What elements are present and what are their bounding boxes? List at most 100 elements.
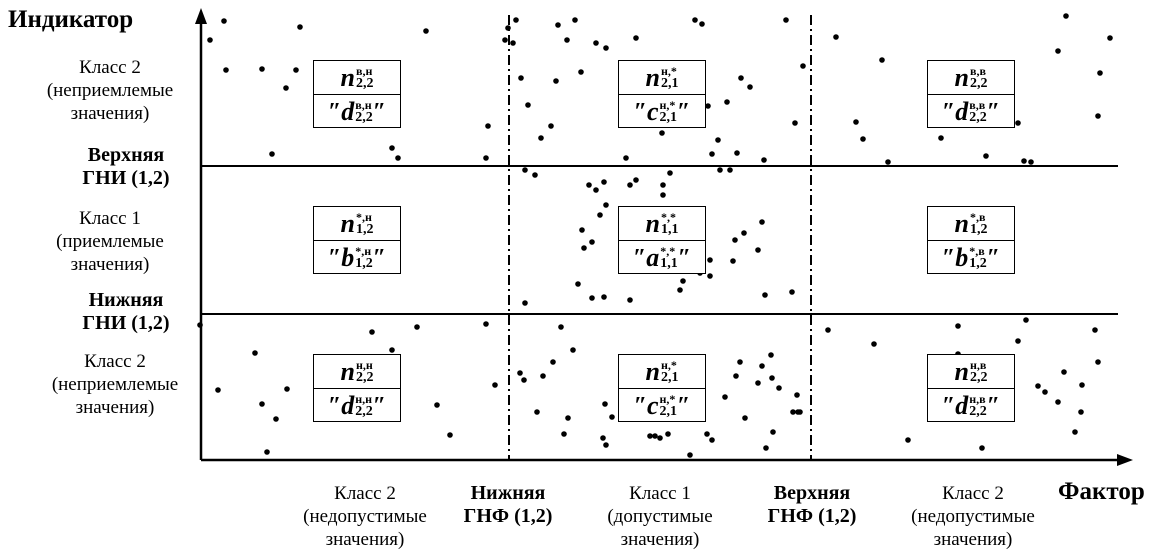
- observation-point: [983, 153, 989, 159]
- observation-point: [717, 167, 723, 173]
- observation-point: [447, 432, 453, 438]
- observation-point: [871, 341, 877, 347]
- observation-point: [797, 409, 803, 415]
- observation-point: [483, 321, 489, 327]
- cell-count-symbol: n: [645, 208, 660, 238]
- observation-point: [853, 119, 859, 125]
- x-axis-arrow: [1117, 454, 1133, 466]
- observation-point: [603, 442, 609, 448]
- observation-point: [579, 227, 585, 233]
- observation-point: [1078, 409, 1084, 415]
- observation-point: [534, 409, 540, 415]
- cell-lower-center: n н,* 2,1 ″ c н,* 2,1 ″: [618, 354, 706, 422]
- observation-point: [879, 57, 885, 63]
- observation-point: [252, 350, 258, 356]
- observation-point: [783, 17, 789, 23]
- observation-point: [789, 289, 795, 295]
- observation-point: [389, 347, 395, 353]
- observation-point: [1028, 159, 1034, 165]
- observation-point: [747, 84, 753, 90]
- observation-point: [732, 237, 738, 243]
- x-axis-title: Фактор: [1058, 478, 1145, 505]
- observation-point: [680, 278, 686, 284]
- observation-point: [1072, 429, 1078, 435]
- observation-point: [1061, 369, 1067, 375]
- observation-point: [1095, 113, 1101, 119]
- observation-point: [707, 257, 713, 263]
- observation-point: [575, 281, 581, 287]
- cell-middle-center: n *,* 1,1 ″ a *,* 1,1 ″: [618, 206, 706, 274]
- cell-count-symbol: n: [340, 208, 355, 238]
- observation-point: [833, 34, 839, 40]
- cell-count-symbol: n: [340, 356, 355, 386]
- cell-class-symbol: a: [646, 242, 660, 272]
- observation-point: [699, 21, 705, 27]
- observation-point: [269, 151, 275, 157]
- observation-point: [283, 85, 289, 91]
- observation-point: [792, 120, 798, 126]
- observation-point: [581, 245, 587, 251]
- col-label-class2-left: Класс 2 (недопустимые значения): [303, 483, 427, 550]
- observation-point: [550, 359, 556, 365]
- observation-point: [602, 401, 608, 407]
- observation-point: [1015, 338, 1021, 344]
- scatter-points: [197, 13, 1113, 458]
- observation-point: [395, 155, 401, 161]
- observation-point: [540, 373, 546, 379]
- observation-point: [593, 40, 599, 46]
- row-label-lower-gni: Нижняя ГНИ (1,2): [82, 289, 170, 334]
- observation-point: [483, 155, 489, 161]
- observation-point: [259, 66, 265, 72]
- observation-point: [1015, 120, 1021, 126]
- observation-point: [423, 28, 429, 34]
- observation-point: [389, 145, 395, 151]
- observation-point: [800, 63, 806, 69]
- observation-point: [565, 415, 571, 421]
- observation-point: [1035, 383, 1041, 389]
- cell-class-symbol: c: [646, 96, 659, 126]
- observation-point: [762, 292, 768, 298]
- observation-point: [724, 99, 730, 105]
- observation-point: [660, 192, 666, 198]
- observation-point: [647, 433, 653, 439]
- observation-point: [414, 324, 420, 330]
- observation-point: [215, 387, 221, 393]
- observation-point: [273, 416, 279, 422]
- observation-point: [586, 182, 592, 188]
- observation-point: [938, 135, 944, 141]
- observation-point: [558, 324, 564, 330]
- observation-point: [259, 401, 265, 407]
- observation-point: [1107, 35, 1113, 41]
- observation-point: [1092, 327, 1098, 333]
- observation-point: [755, 380, 761, 386]
- observation-point: [293, 67, 299, 73]
- observation-point: [564, 37, 570, 43]
- observation-point: [709, 151, 715, 157]
- observation-point: [369, 329, 375, 335]
- observation-point: [1079, 382, 1085, 388]
- observation-point: [768, 352, 774, 358]
- cell-count-symbol: n: [954, 208, 969, 238]
- observation-point: [570, 347, 576, 353]
- observation-point: [555, 22, 561, 28]
- cell-upper-center: n н,* 2,1 ″ c н,* 2,1 ″: [618, 60, 706, 128]
- observation-point: [525, 102, 531, 108]
- observation-point: [510, 40, 516, 46]
- observation-point: [518, 75, 524, 81]
- observation-point: [770, 429, 776, 435]
- observation-point: [741, 230, 747, 236]
- observation-point: [667, 170, 673, 176]
- observation-point: [677, 287, 683, 293]
- observation-point: [522, 167, 528, 173]
- observation-point: [652, 433, 658, 439]
- observation-point: [709, 437, 715, 443]
- cell-middle-left: n *,н 1,2 ″ b *,н 1,2 ″: [313, 206, 401, 274]
- cell-lower-right: n н,в 2,2 ″ d н,в 2,2 ″: [927, 354, 1015, 422]
- y-axis-title: Индикатор: [8, 6, 134, 33]
- observation-point: [776, 385, 782, 391]
- observation-point: [1097, 70, 1103, 76]
- observation-point: [297, 24, 303, 30]
- observation-point: [517, 370, 523, 376]
